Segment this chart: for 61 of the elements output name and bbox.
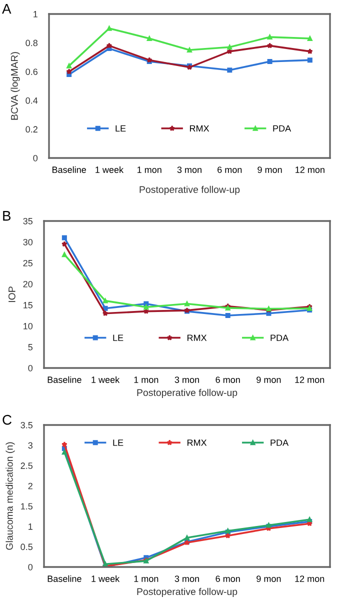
legend-label: PDA <box>270 334 289 341</box>
legend-label: RMX <box>187 334 207 341</box>
x-tick-label: 1 mon <box>138 166 162 173</box>
legend-label: PDA <box>270 440 289 446</box>
y-axis-title: BCVA (logMAR) <box>10 52 20 120</box>
y-tick-label: 1.5 <box>21 503 33 510</box>
y-tick-label: 0.4 <box>26 97 38 104</box>
legend-label: RMX <box>187 440 207 446</box>
y-tick-label: 2 <box>28 482 32 490</box>
chart-title: C <box>2 414 12 425</box>
x-tick-label: 12 mon <box>295 576 324 582</box>
x-tick-label: Baseline <box>52 166 86 173</box>
x-tick-label: Baseline <box>48 575 82 582</box>
x-tick-label: 3 mon <box>174 376 199 383</box>
y-tick-label: 20 <box>23 280 33 288</box>
x-tick-label: 12 mon <box>295 376 324 383</box>
y-tick-label: 35 <box>23 218 33 224</box>
legend-label: LE <box>116 125 126 132</box>
y-axis-title: IOP <box>8 286 16 302</box>
x-axis-title: Postoperative follow-up <box>137 588 238 597</box>
x-tick-label: 9 mon <box>256 376 281 383</box>
legend-label: LE <box>113 440 124 446</box>
x-tick-label: 6 mon <box>216 376 240 383</box>
y-tick-label: 0.5 <box>20 544 33 550</box>
x-axis-title: Postoperative follow-up <box>137 388 238 398</box>
x-tick-label: 3 mon <box>174 576 199 582</box>
x-tick-label: 9 mon <box>256 576 281 582</box>
x-tick-label: 12 mon <box>296 166 324 173</box>
x-tick-label: 6 mon <box>218 166 242 173</box>
y-tick-label: 0.6 <box>26 68 38 75</box>
legend-label: RMX <box>190 125 210 132</box>
x-tick-label: 3 mon <box>177 166 202 173</box>
x-tick-label: 1 mon <box>134 376 158 383</box>
y-tick-label: 2.5 <box>20 462 33 469</box>
y-tick-label: 0.8 <box>26 40 38 46</box>
y-tick-label: 0 <box>28 364 33 372</box>
y-tick-label: 1 <box>34 11 38 18</box>
legend-label: PDA <box>273 125 292 132</box>
x-tick-label: Baseline <box>48 376 82 383</box>
chart-title: B <box>3 211 11 221</box>
x-tick-label: 9 mon <box>258 166 282 173</box>
y-tick-label: 1 <box>28 523 32 530</box>
y-tick-label: 5 <box>28 344 33 350</box>
y-tick-label: 3.5 <box>20 422 33 428</box>
y-tick-label: 15 <box>24 302 33 308</box>
y-tick-label: 0 <box>33 154 38 162</box>
y-axis-title: Glaucoma medication (n) <box>6 442 15 550</box>
x-tick-label: 1 week <box>92 575 120 582</box>
y-tick-label: 0 <box>28 564 33 570</box>
y-tick-label: 10 <box>24 322 33 330</box>
y-tick-label: 0.2 <box>26 126 38 133</box>
x-tick-label: 1 week <box>96 166 124 173</box>
y-tick-label: 30 <box>23 238 33 246</box>
y-tick-label: 3 <box>28 442 32 449</box>
chart-title: A <box>2 4 12 14</box>
x-tick-label: 6 mon <box>216 576 240 582</box>
x-axis-title: Postoperative follow-up <box>140 186 240 195</box>
x-tick-label: 1 week <box>92 376 120 383</box>
x-tick-label: 1 mon <box>134 576 158 582</box>
legend-label: LE <box>113 334 124 341</box>
y-tick-label: 25 <box>23 260 33 266</box>
